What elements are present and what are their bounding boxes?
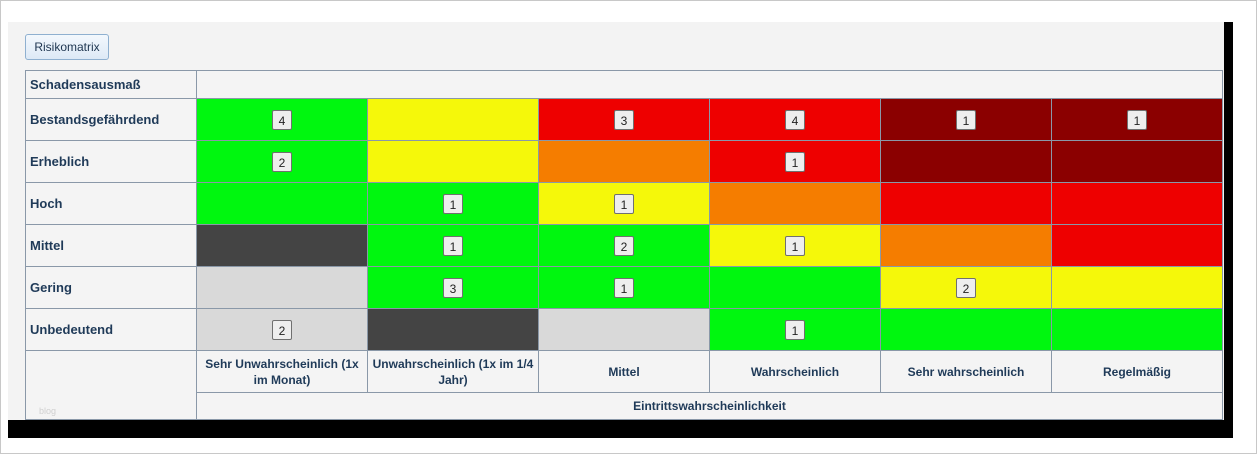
count-badge[interactable]: 1 [785, 235, 805, 256]
matrix-cell[interactable] [367, 308, 539, 351]
panel-shadow-right [1224, 22, 1233, 438]
matrix-cell[interactable]: 2 [196, 140, 368, 183]
row-label: Unbedeutend [25, 308, 197, 351]
row-label: Gering [25, 266, 197, 309]
matrix-row: Gering 3 1 2 [25, 266, 1223, 309]
count-badge[interactable]: 1 [614, 277, 634, 298]
matrix-cell[interactable] [880, 140, 1052, 183]
matrix-cell[interactable]: 1 [538, 266, 710, 309]
row-label: Hoch [25, 182, 197, 225]
matrix-cell[interactable] [196, 266, 368, 309]
matrix-cell[interactable] [880, 182, 1052, 225]
matrix-cell[interactable] [1051, 224, 1223, 267]
matrix-cell[interactable]: 2 [538, 224, 710, 267]
matrix-cell[interactable]: 1 [880, 98, 1052, 141]
column-header: Sehr wahrscheinlich [880, 350, 1052, 393]
matrix-cell[interactable]: 1 [538, 182, 710, 225]
row-label: Mittel [25, 224, 197, 267]
damage-axis-label: Schadensausmaß [25, 70, 197, 99]
header-spacer [196, 70, 1223, 99]
column-header: Wahrscheinlich [709, 350, 881, 393]
count-badge[interactable]: 4 [785, 109, 805, 130]
count-badge[interactable]: 2 [272, 319, 292, 340]
watermark: blog [39, 406, 57, 416]
matrix-cell[interactable]: 3 [538, 98, 710, 141]
matrix-cell[interactable]: 4 [709, 98, 881, 141]
count-badge[interactable]: 3 [614, 109, 634, 130]
count-badge[interactable]: 1 [614, 193, 634, 214]
count-badge[interactable]: 2 [272, 151, 292, 172]
count-badge[interactable]: 2 [956, 277, 976, 298]
count-badge[interactable]: 1 [1127, 109, 1147, 130]
matrix-cell[interactable] [538, 140, 710, 183]
matrix-cell[interactable]: 1 [1051, 98, 1223, 141]
count-badge[interactable]: 2 [614, 235, 634, 256]
matrix-cell[interactable] [880, 224, 1052, 267]
matrix-row: Hoch 1 1 [25, 182, 1223, 225]
column-header: Sehr Unwahrscheinlich (1x im Monat) [196, 350, 368, 393]
matrix-cell[interactable]: 4 [196, 98, 368, 141]
matrix-row: Bestandsgefährdend 4 3 4 1 1 [25, 98, 1223, 141]
matrix-cell[interactable]: 2 [880, 266, 1052, 309]
risk-matrix: Schadensausmaß Bestandsgefährdend 4 3 4 1 1 Er… [25, 70, 1223, 420]
probability-axis-label: Eintrittswahrscheinlichkeit [196, 392, 1223, 420]
matrix-cell[interactable]: 3 [367, 266, 539, 309]
matrix-cell[interactable] [538, 308, 710, 351]
matrix-cell[interactable] [367, 98, 539, 141]
count-badge[interactable]: 1 [956, 109, 976, 130]
count-badge[interactable]: 3 [443, 277, 463, 298]
matrix-cell[interactable] [367, 140, 539, 183]
matrix-row: Unbedeutend 2 1 [25, 308, 1223, 351]
matrix-cell[interactable]: 2 [196, 308, 368, 351]
matrix-cell[interactable] [196, 224, 368, 267]
count-badge[interactable]: 1 [443, 235, 463, 256]
risikomatrix-button[interactable]: Risikomatrix [25, 34, 109, 60]
matrix-cell[interactable] [880, 308, 1052, 351]
matrix-row: Mittel 1 2 1 [25, 224, 1223, 267]
matrix-cell[interactable] [1051, 140, 1223, 183]
matrix-cell[interactable] [1051, 182, 1223, 225]
matrix-cell[interactable] [1051, 266, 1223, 309]
count-badge[interactable]: 4 [272, 109, 292, 130]
count-badge[interactable]: 1 [785, 319, 805, 340]
row-label: Bestandsgefährdend [25, 98, 197, 141]
matrix-cell[interactable]: 1 [367, 182, 539, 225]
count-badge[interactable]: 1 [443, 193, 463, 214]
matrix-row: Erheblich 2 1 [25, 140, 1223, 183]
matrix-cell[interactable]: 1 [709, 140, 881, 183]
matrix-cell[interactable] [709, 182, 881, 225]
column-header: Regelmäßig [1051, 350, 1223, 393]
matrix-cell[interactable]: 1 [709, 224, 881, 267]
row-label: Erheblich [25, 140, 197, 183]
corner-blank [25, 350, 197, 420]
matrix-cell[interactable] [1051, 308, 1223, 351]
matrix-cell[interactable]: 1 [367, 224, 539, 267]
panel-shadow-bottom [8, 420, 1233, 438]
count-badge[interactable]: 1 [785, 151, 805, 172]
matrix-cell[interactable]: 1 [709, 308, 881, 351]
column-header: Unwahrscheinlich (1x im 1/4 Jahr) [367, 350, 539, 393]
matrix-cell[interactable] [709, 266, 881, 309]
column-header: Mittel [538, 350, 710, 393]
matrix-cell[interactable] [196, 182, 368, 225]
